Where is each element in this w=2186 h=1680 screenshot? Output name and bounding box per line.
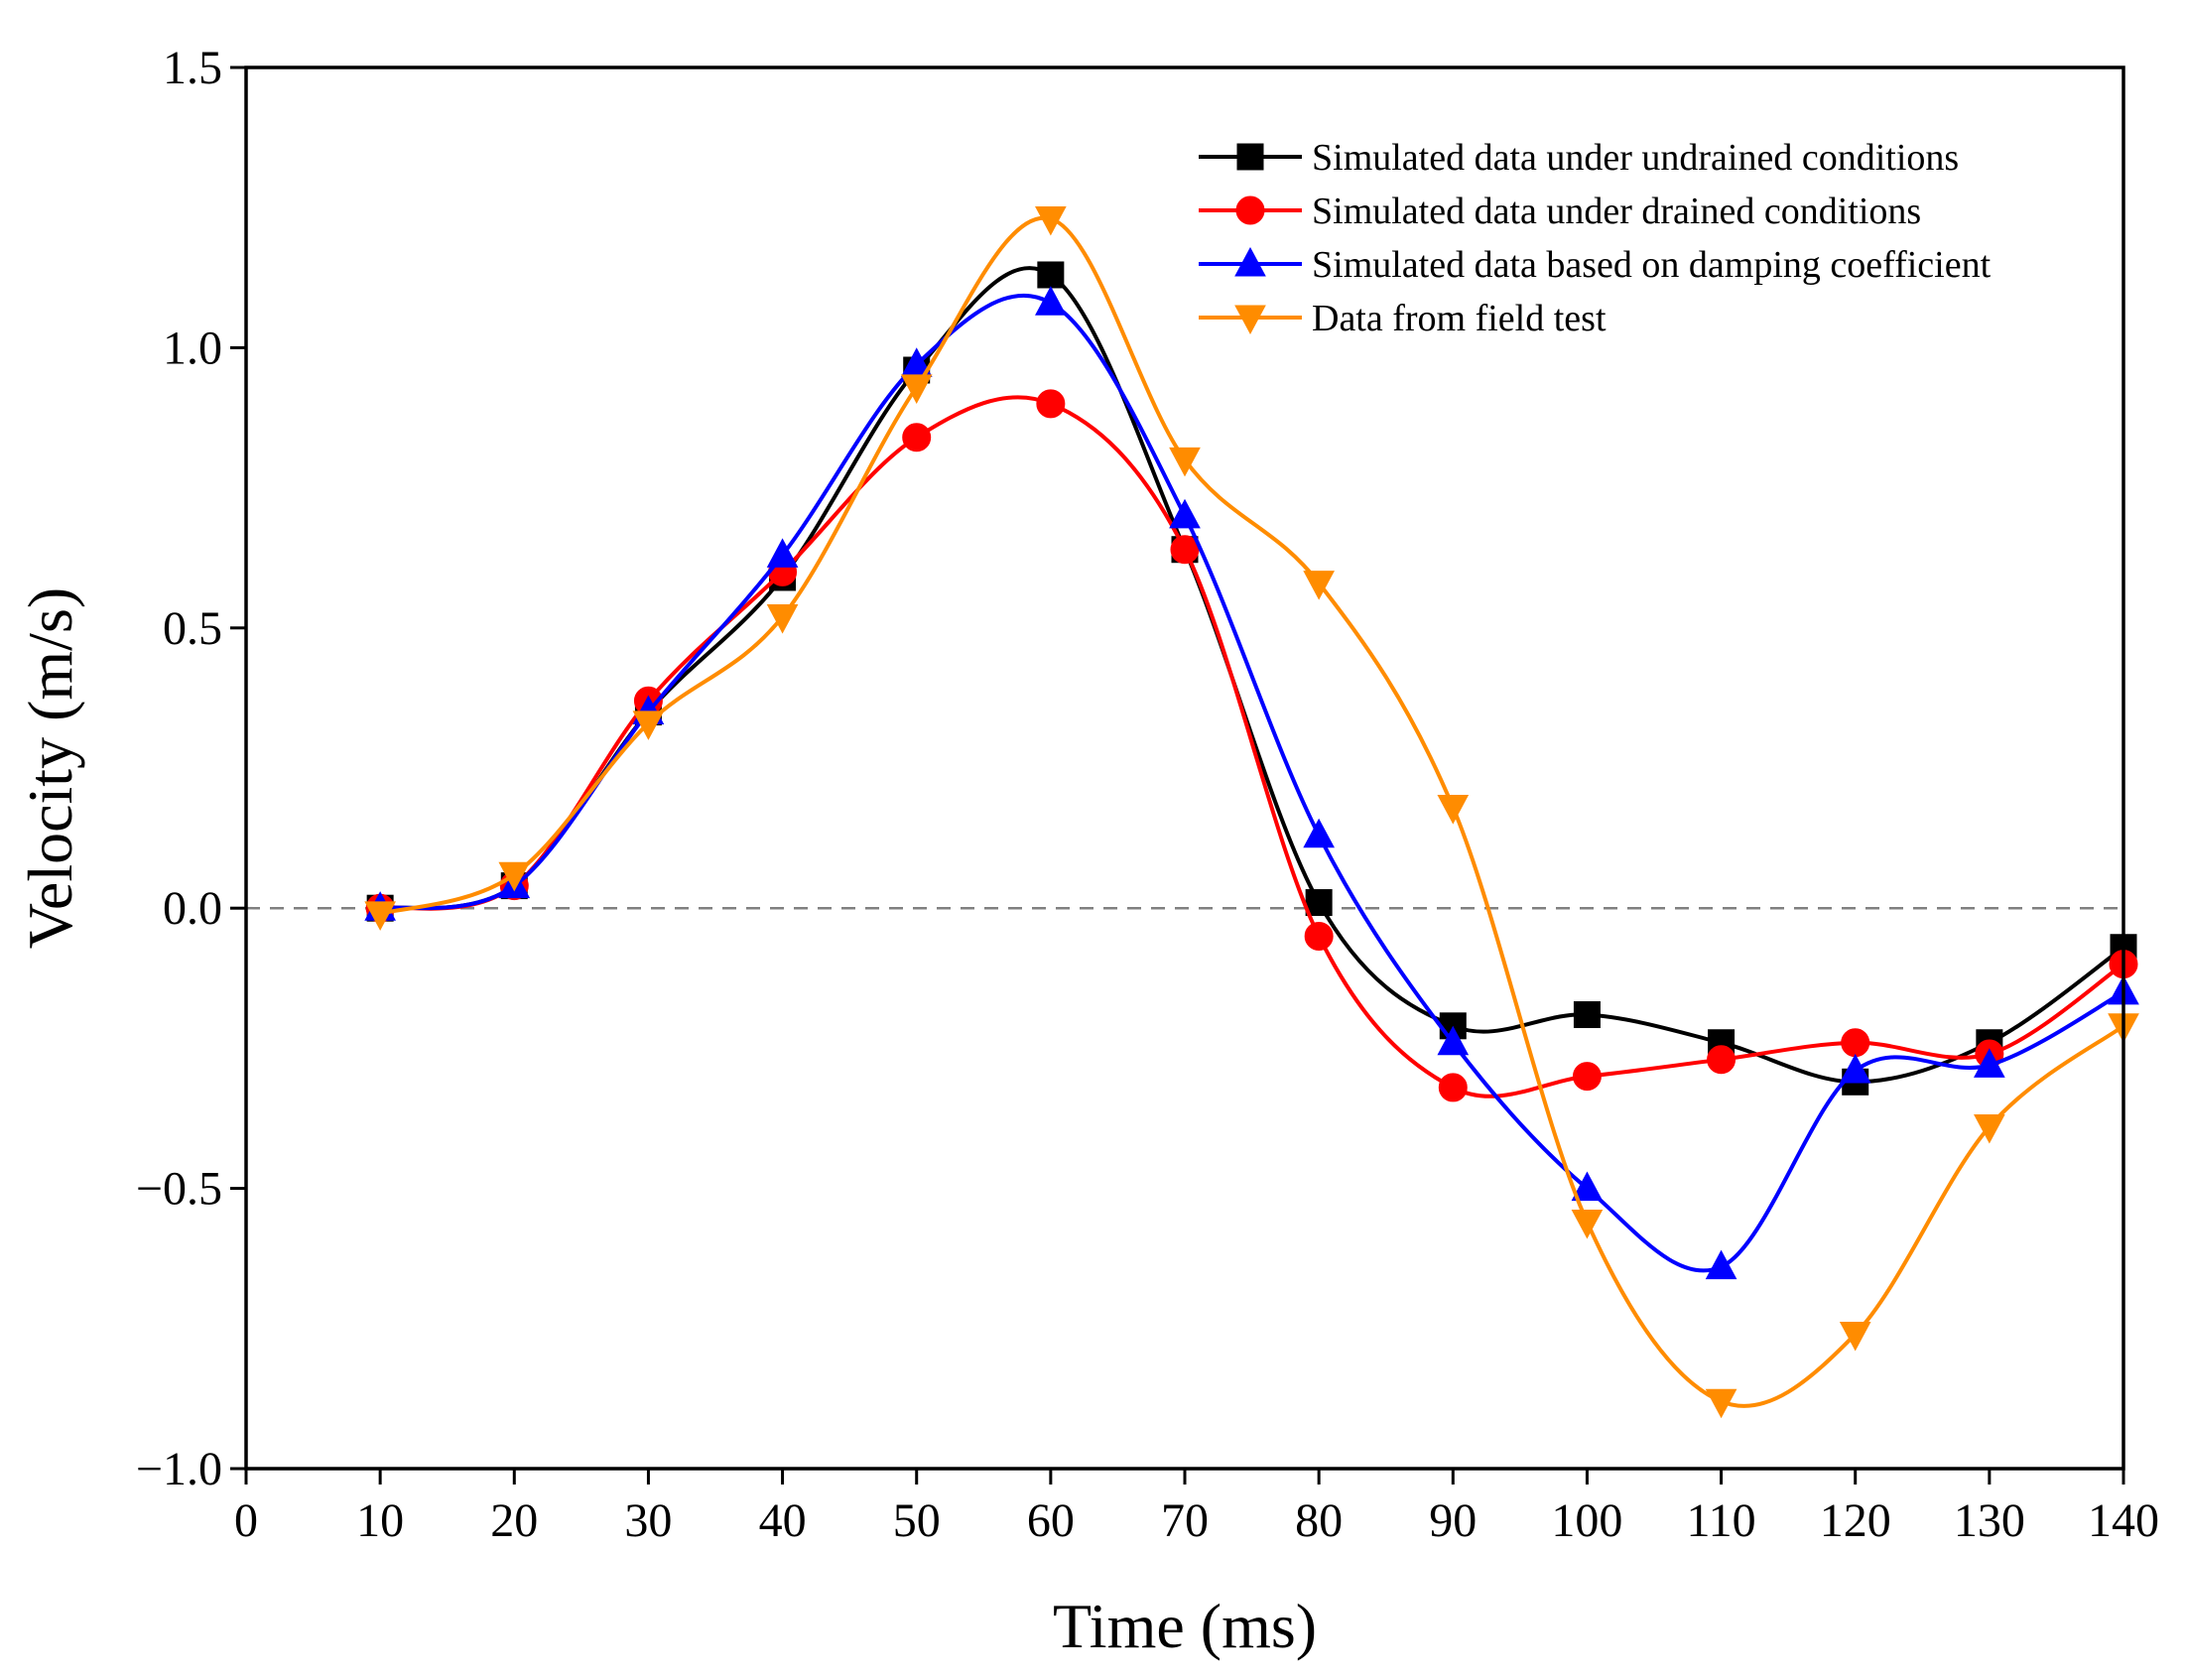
legend-label: Simulated data based on damping coeffici… <box>1312 244 1992 286</box>
x-tick-label: 90 <box>1429 1494 1477 1547</box>
data-point <box>1303 818 1335 848</box>
data-point <box>1304 921 1334 951</box>
data-point <box>1705 1249 1737 1280</box>
x-tick-label: 110 <box>1686 1494 1755 1547</box>
y-tick-label: 0.5 <box>163 602 222 655</box>
x-tick-label: 40 <box>759 1494 807 1547</box>
data-point <box>1437 795 1470 825</box>
y-tick-label: 0.0 <box>163 882 222 935</box>
x-tick-label: 70 <box>1161 1494 1209 1547</box>
x-axis-title: Time (ms) <box>1053 1591 1317 1661</box>
x-tick-label: 20 <box>490 1494 538 1547</box>
data-point <box>1036 389 1066 419</box>
legend-item: Simulated data based on damping coeffici… <box>1199 244 1992 286</box>
legend-marker <box>1234 246 1266 277</box>
data-point <box>766 604 799 634</box>
legend-item: Simulated data under drained conditions <box>1199 191 1921 232</box>
data-point <box>1169 447 1201 477</box>
data-point <box>1035 205 1067 236</box>
data-point <box>1839 1053 1871 1084</box>
data-point <box>1974 1048 2005 1078</box>
x-tick-label: 10 <box>356 1494 404 1547</box>
legend-label: Simulated data under undrained condition… <box>1312 137 1959 179</box>
data-point <box>1169 498 1201 529</box>
x-tick-label: 100 <box>1551 1494 1622 1547</box>
series-line <box>379 293 2124 1273</box>
legend-item: Data from field test <box>1199 298 1607 339</box>
data-point <box>1305 889 1333 917</box>
x-tick-label: 50 <box>893 1494 941 1547</box>
axis-layer: 0 10 20 30 40 50 60 70 80 90 100 110 120 130 140 −1.0 −0… <box>136 42 2159 1547</box>
legend-marker <box>1234 305 1266 335</box>
x-tick-label: 140 <box>2088 1494 2159 1547</box>
data-point <box>1035 286 1067 316</box>
x-tick-label: 80 <box>1295 1494 1343 1547</box>
plot-layer <box>246 205 2139 1419</box>
data-point <box>1571 1209 1604 1239</box>
y-tick-label: 1.0 <box>163 322 222 374</box>
y-tick-label: −1.0 <box>136 1443 222 1495</box>
legend-item: Simulated data under undrained condition… <box>1199 137 1959 179</box>
legend-marker <box>1235 195 1265 225</box>
data-point <box>1037 261 1065 289</box>
x-tick-label: 130 <box>1954 1494 2025 1547</box>
data-point <box>1437 1025 1470 1056</box>
y-axis-title: Velocity (m/s) <box>15 587 85 949</box>
legend-label: Data from field test <box>1312 298 1607 339</box>
x-tick-label: 120 <box>1820 1494 1891 1547</box>
data-point <box>1571 1171 1604 1202</box>
legend-marker <box>1236 143 1264 171</box>
x-tick-label: 60 <box>1027 1494 1075 1547</box>
data-point <box>1573 1001 1601 1029</box>
data-point <box>900 374 933 404</box>
y-tick-label: 1.5 <box>163 42 222 94</box>
data-point <box>1572 1062 1602 1092</box>
data-point <box>1974 1113 2005 1144</box>
data-point <box>1841 1028 1870 1058</box>
data-point <box>498 861 531 892</box>
data-point <box>632 711 665 740</box>
data-point <box>1707 1045 1736 1075</box>
data-point <box>1303 571 1335 600</box>
x-tick-label: 30 <box>624 1494 672 1547</box>
data-point <box>902 423 932 452</box>
series-3 <box>364 286 2139 1280</box>
y-tick-label: −0.5 <box>136 1163 222 1216</box>
x-tick-label: 0 <box>234 1494 258 1547</box>
data-point <box>364 901 396 931</box>
legend-label: Simulated data under drained conditions <box>1312 191 1921 232</box>
series-line <box>379 215 2125 1408</box>
data-point <box>1839 1321 1871 1352</box>
legend: Simulated data under undrained condition… <box>1199 137 1992 339</box>
data-point <box>1705 1388 1737 1419</box>
data-point <box>1438 1073 1468 1102</box>
data-point <box>766 538 799 568</box>
